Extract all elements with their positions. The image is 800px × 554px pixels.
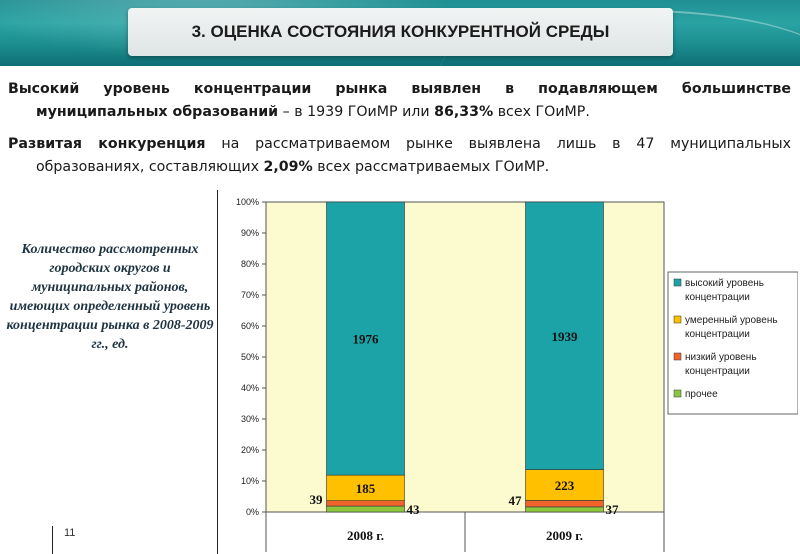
legend-label: концентрации	[685, 292, 750, 303]
data-label-other: 43	[407, 502, 421, 517]
legend-swatch	[673, 315, 682, 324]
bar-segment	[525, 500, 604, 508]
plot-area	[265, 201, 665, 513]
divider-vertical	[217, 190, 218, 554]
y-tick-label: 70%	[241, 290, 259, 300]
paragraph-competition: Развитая конкуренция на рассматриваемом …	[8, 133, 791, 179]
category-label: 2009 г.	[546, 528, 583, 543]
legend-label: прочее	[685, 389, 718, 400]
legend-label: концентрации	[685, 366, 750, 377]
y-tick-label: 50%	[241, 352, 259, 362]
y-tick-label: 40%	[241, 383, 259, 393]
paragraph2-text-2: образованиях, составляющих	[36, 159, 264, 175]
y-tick-label: 80%	[241, 259, 259, 269]
paragraph1-percent: 86,33%	[434, 104, 494, 120]
legend-swatch	[673, 389, 682, 398]
data-label-moderate: 223	[555, 478, 575, 493]
legend-box	[667, 271, 798, 415]
bar-segment	[525, 506, 604, 513]
paragraph2-bold: Развитая конкуренция	[8, 136, 206, 152]
y-tick-label: 0%	[246, 507, 259, 517]
paragraph2-percent: 2,09%	[263, 159, 313, 175]
paragraph1-line1: Высокий уровень концентрации рынка выявл…	[8, 78, 791, 101]
chart-caption: Количество рассмотренных городских округ…	[6, 242, 214, 352]
bar-segment	[525, 469, 604, 501]
data-label-high: 1976	[353, 332, 380, 347]
data-label-other: 37	[606, 502, 620, 517]
legend-label: умеренный уровень	[685, 315, 778, 326]
y-tick-label: 60%	[241, 321, 259, 331]
paragraph1-line2: муниципальных образований – в 1939 ГОиМР…	[8, 101, 791, 124]
legend-label: высокий уровень	[685, 278, 764, 289]
legend-swatch	[673, 278, 682, 287]
slide-title: 3. ОЦЕНКА СОСТОЯНИЯ КОНКУРЕНТНОЙ СРЕДЫ	[128, 8, 673, 56]
data-label-low: 47	[509, 493, 523, 508]
paragraph2-text-3: всех рассматриваемых ГОиМР.	[312, 159, 550, 175]
paragraph1-text-2: всех ГОиМР.	[493, 104, 590, 120]
bar-segment	[326, 500, 405, 507]
paragraph2-text: на рассматриваемом рынке выявлена лишь в…	[205, 136, 791, 152]
data-label-high: 1939	[552, 329, 579, 344]
legend-label: низкий уровень	[685, 352, 757, 363]
divider-page-number	[52, 526, 53, 554]
header-banner: 3. ОЦЕНКА СОСТОЯНИЯ КОНКУРЕНТНОЙ СРЕДЫ	[0, 0, 800, 66]
y-tick-label: 30%	[241, 414, 259, 424]
bar-segment	[326, 201, 405, 476]
legend-label: концентрации	[685, 329, 750, 340]
bar-segment	[525, 201, 604, 470]
paragraph1-bold-2: муниципальных образований	[36, 104, 279, 120]
page-number: 11	[64, 527, 76, 539]
paragraph2-line1: Развитая конкуренция на рассматриваемом …	[8, 133, 791, 156]
data-label-low: 39	[310, 492, 324, 507]
y-tick-label: 90%	[241, 228, 259, 238]
paragraph2-line2: образованиях, составляющих 2,09% всех ра…	[8, 156, 791, 179]
y-tick-label: 10%	[241, 476, 259, 486]
category-label: 2008 г.	[347, 528, 384, 543]
y-tick-label: 20%	[241, 445, 259, 455]
paragraph1-text: – в 1939 ГОиМР или	[278, 104, 435, 120]
bar-segment	[326, 474, 405, 501]
stacked-bar-chart: 0% 10% 20% 30% 40% 50% 60% 70% 80% 90% 100% 1976 185…	[236, 197, 798, 552]
y-tick-label: 100%	[236, 197, 259, 207]
data-label-moderate: 185	[356, 481, 376, 496]
paragraph-high-concentration: Высокий уровень концентрации рынка выявл…	[8, 78, 791, 124]
legend-swatch	[673, 352, 682, 361]
paragraph1-bold: Высокий уровень концентрации рынка выявл…	[8, 81, 791, 97]
bar-segment	[326, 505, 405, 513]
